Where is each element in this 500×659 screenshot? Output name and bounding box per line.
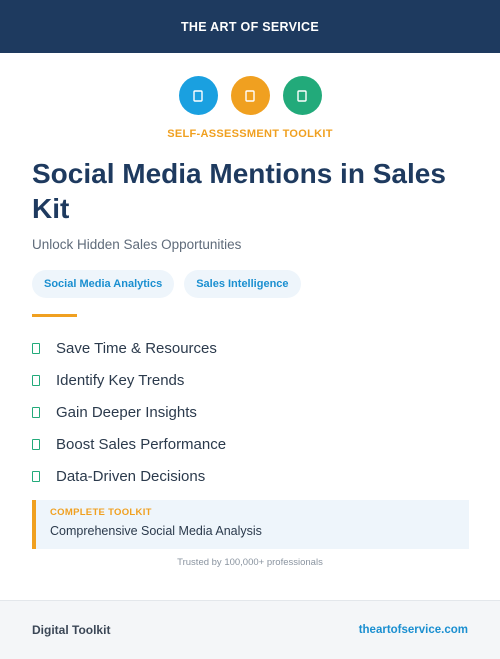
header-bar: THE ART OF SERVICE (0, 0, 500, 53)
orange-badge-icon (230, 76, 270, 115)
feature-label: Save Time & Resources (56, 339, 217, 357)
footer-bar: Digital Toolkit theartofservice.com (0, 600, 500, 659)
tag-sales-intelligence: Sales Intelligence (184, 270, 301, 298)
feature-label: Boost Sales Performance (56, 435, 227, 453)
eyebrow-label: SELF-ASSESSMENT TOOLKIT (167, 128, 333, 140)
toolkit-callout: COMPLETE TOOLKIT Comprehensive Social Me… (32, 500, 469, 549)
blue-badge-icon (178, 76, 218, 115)
tag-list: Social Media Analytics Sales Intelligenc… (32, 270, 301, 298)
trust-note: Trusted by 100,000+ professionals (177, 557, 323, 568)
list-item: Identify Key Trends (32, 364, 226, 396)
accent-divider (32, 314, 77, 317)
tag-social-media-analytics: Social Media Analytics (32, 270, 175, 298)
check-icon (32, 374, 40, 386)
green-badge-icon (282, 76, 322, 115)
check-icon (32, 342, 40, 354)
feature-label: Identify Key Trends (56, 371, 185, 389)
callout-text: Comprehensive Social Media Analysis (50, 524, 262, 538)
feature-label: Gain Deeper Insights (56, 403, 197, 421)
list-item: Save Time & Resources (32, 332, 226, 364)
icon-row (0, 76, 500, 115)
feature-label: Data-Driven Decisions (56, 467, 206, 485)
check-icon (32, 470, 40, 482)
list-item: Boost Sales Performance (32, 428, 226, 460)
page-subtitle: Unlock Hidden Sales Opportunities (32, 237, 242, 252)
check-icon (32, 406, 40, 418)
footer-label: Digital Toolkit (32, 623, 111, 637)
list-item: Data-Driven Decisions (32, 460, 226, 492)
check-icon (32, 438, 40, 450)
page-title: Social Media Mentions in Sales Kit (32, 158, 446, 224)
list-item: Gain Deeper Insights (32, 396, 226, 428)
callout-label: COMPLETE TOOLKIT (50, 507, 152, 518)
brand-title: THE ART OF SERVICE (180, 19, 320, 34)
feature-list: Save Time & Resources Identify Key Trend… (32, 332, 226, 492)
website-link[interactable]: theartofservice.com (358, 624, 468, 636)
